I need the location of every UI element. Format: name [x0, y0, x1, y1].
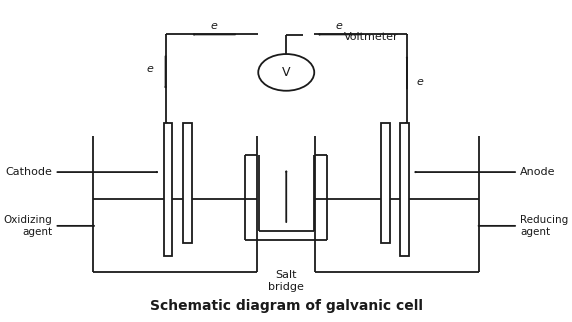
Bar	[183, 123, 192, 243]
Bar	[400, 123, 409, 256]
Text: e: e	[336, 21, 343, 31]
Bar	[164, 123, 172, 256]
Text: Voltmeter: Voltmeter	[344, 32, 399, 42]
Text: Oxidizing
agent: Oxidizing agent	[3, 215, 52, 237]
Text: e: e	[416, 77, 423, 87]
Text: Schematic diagram of galvanic cell: Schematic diagram of galvanic cell	[150, 299, 423, 313]
Text: V: V	[282, 66, 291, 79]
Text: e: e	[146, 64, 153, 74]
Bar	[381, 123, 390, 243]
Text: e: e	[210, 21, 217, 31]
Text: Salt
bridge: Salt bridge	[268, 270, 304, 292]
Text: Reducing
agent: Reducing agent	[521, 215, 569, 237]
Text: Anode: Anode	[521, 167, 556, 177]
Text: Cathode: Cathode	[5, 167, 52, 177]
